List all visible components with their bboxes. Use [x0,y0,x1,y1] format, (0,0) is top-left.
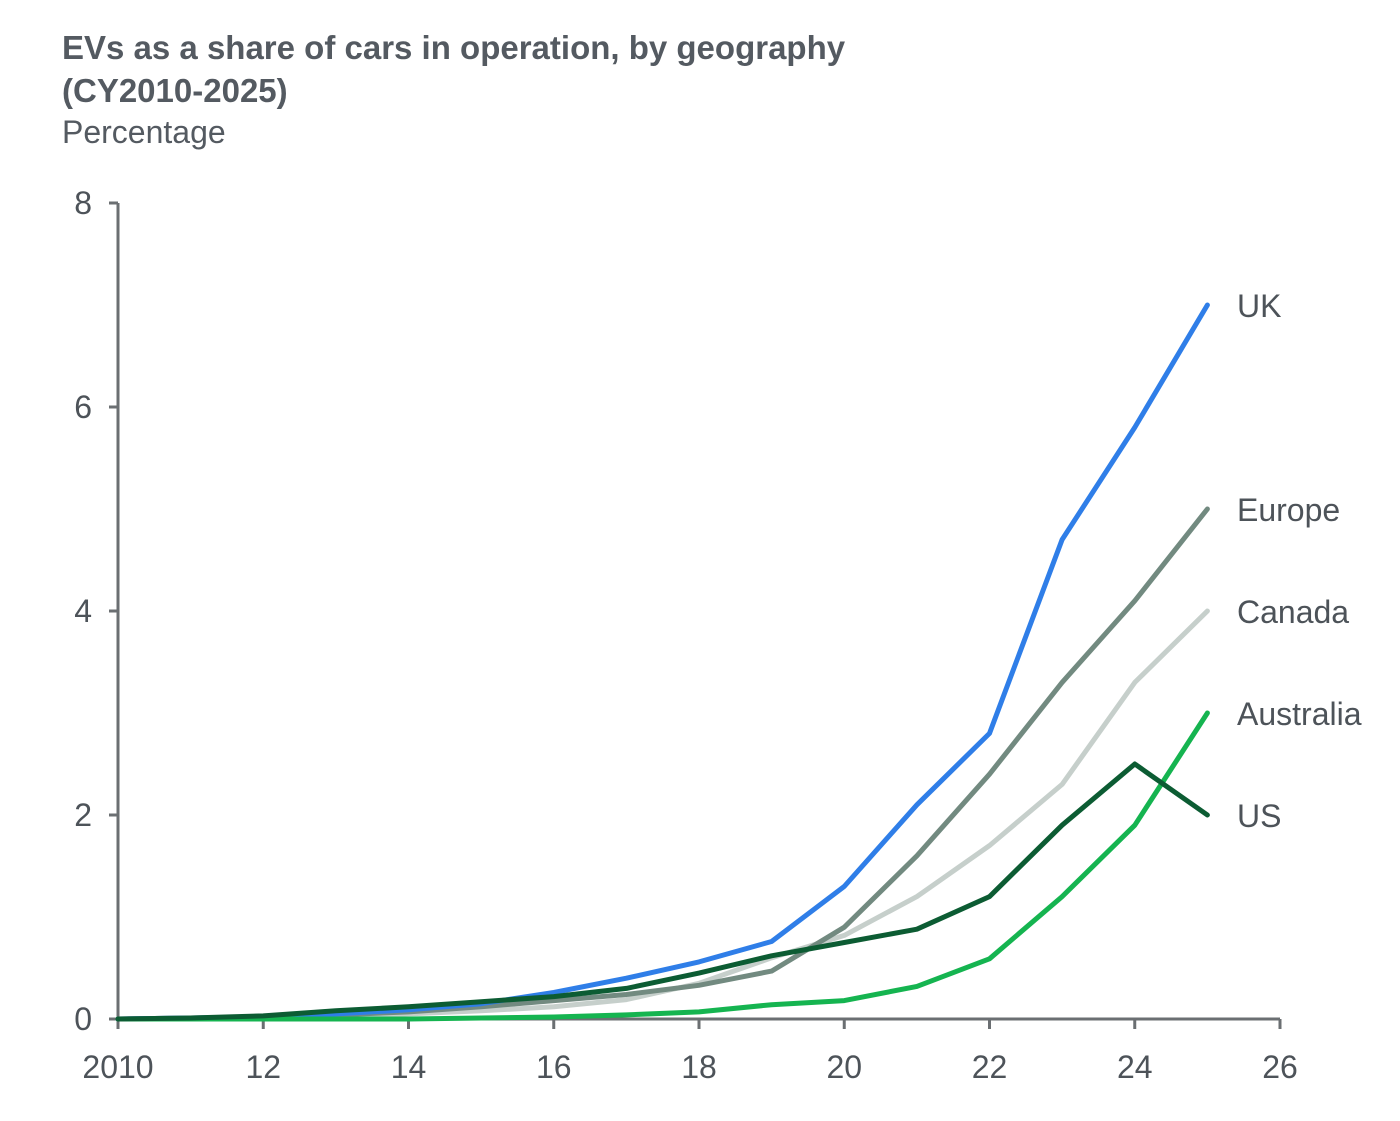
x-tick-label: 20 [826,1049,862,1085]
series-line-canada [115,608,1210,1022]
series-label-us: US [1237,798,1281,834]
x-tick-label: 16 [536,1049,572,1085]
x-tick-label: 18 [681,1049,717,1085]
y-tick-label: 6 [74,389,92,425]
chart-title-line-2: (CY2010-2025) [62,72,288,109]
x-tick-label: 2010 [82,1049,153,1085]
x-tick-label: 12 [245,1049,281,1085]
series-line-us [115,761,1210,1022]
y-tick-label: 4 [74,593,92,629]
x-tick-label: 22 [972,1049,1008,1085]
chart-title-line-1: EVs as a share of cars in operation, by … [62,29,846,66]
x-tick-label: 14 [391,1049,427,1085]
series-label-australia: Australia [1237,696,1362,732]
chart-title: EVs as a share of cars in operation, by … [62,26,1062,112]
series-line-australia [115,710,1210,1022]
chart-subtitle: Percentage [62,114,226,150]
series-label-europe: Europe [1237,492,1340,528]
series-lines [115,302,1210,1022]
series-label-uk: UK [1237,288,1281,324]
x-tick-label: 26 [1262,1049,1298,1085]
x-tick-label: 24 [1117,1049,1153,1085]
series-labels: UK Europe Canada Australia US [1237,288,1362,834]
y-tick-label: 0 [74,1001,92,1037]
y-tick-label: 2 [74,797,92,833]
y-tick-label: 8 [74,185,92,221]
series-label-canada: Canada [1237,594,1349,630]
